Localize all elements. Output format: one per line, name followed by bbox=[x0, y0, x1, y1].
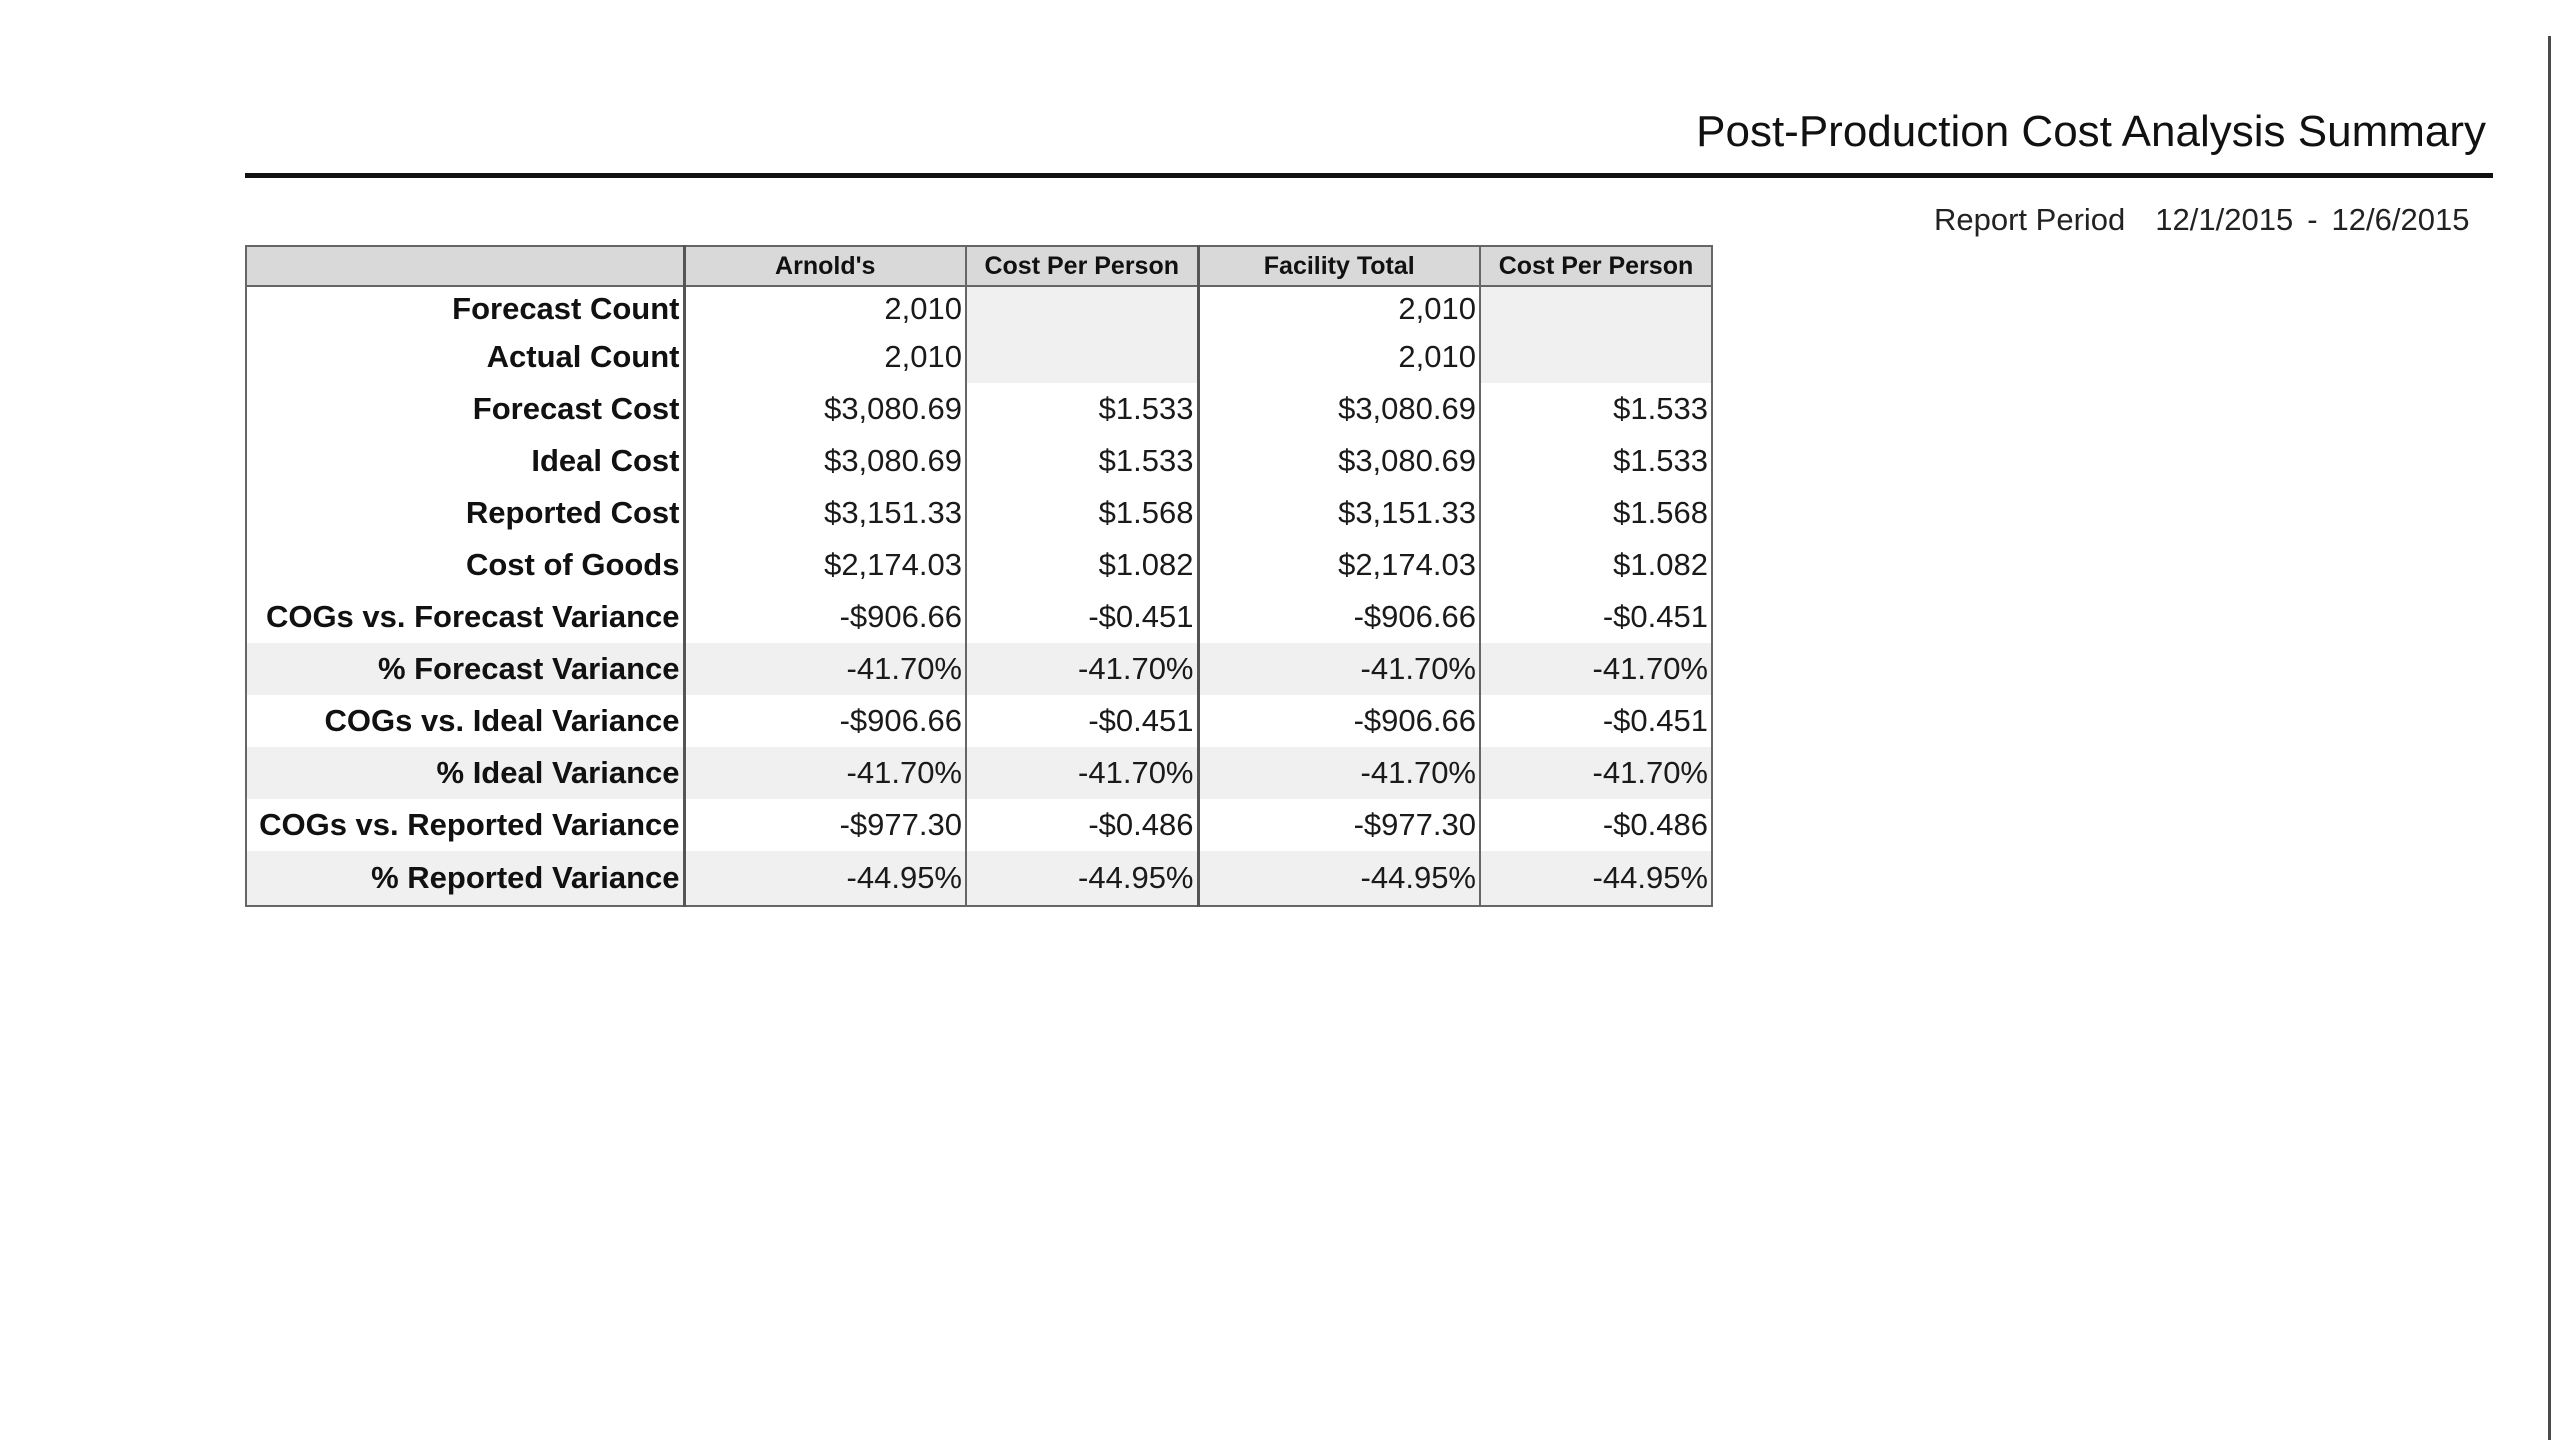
column-header-blank bbox=[245, 245, 686, 287]
table-cell: -$0.451 bbox=[1479, 695, 1713, 747]
table-row: Reported Cost $3,151.33 $1.568 $3,151.33… bbox=[245, 487, 1713, 539]
report-period-end: 12/6/2015 bbox=[2331, 202, 2470, 237]
page-edge-divider bbox=[2548, 36, 2551, 1440]
table-cell: $1.568 bbox=[965, 487, 1199, 539]
row-label: Ideal Cost bbox=[245, 435, 686, 487]
table-cell: -44.95% bbox=[965, 851, 1199, 906]
row-label: % Reported Variance bbox=[245, 851, 686, 906]
table-row: Ideal Cost $3,080.69 $1.533 $3,080.69 $1… bbox=[245, 435, 1713, 487]
table-row: Cost of Goods $2,174.03 $1.082 $2,174.03… bbox=[245, 539, 1713, 591]
table-cell bbox=[965, 286, 1199, 331]
row-label: COGs vs. Reported Variance bbox=[245, 799, 686, 851]
table-cell: $1.568 bbox=[1479, 487, 1713, 539]
table-cell bbox=[1479, 331, 1713, 383]
table-cell: $3,080.69 bbox=[683, 383, 967, 435]
column-header: Facility Total bbox=[1196, 245, 1481, 287]
table-cell: -44.95% bbox=[683, 851, 967, 906]
column-header: Cost Per Person bbox=[1479, 245, 1713, 287]
table-cell: -41.70% bbox=[683, 643, 967, 695]
table-cell: $1.533 bbox=[965, 383, 1199, 435]
table-row: COGs vs. Forecast Variance -$906.66 -$0.… bbox=[245, 591, 1713, 643]
table-cell: -$0.451 bbox=[965, 695, 1199, 747]
table-row: COGs vs. Reported Variance -$977.30 -$0.… bbox=[245, 799, 1713, 851]
row-label: % Ideal Variance bbox=[245, 747, 686, 799]
table-cell: -41.70% bbox=[965, 643, 1199, 695]
table-cell: $2,174.03 bbox=[1196, 539, 1481, 591]
row-label: COGs vs. Ideal Variance bbox=[245, 695, 686, 747]
report-period-label: Report Period bbox=[1934, 202, 2126, 237]
table-cell: -41.70% bbox=[965, 747, 1199, 799]
table-cell: $1.533 bbox=[1479, 383, 1713, 435]
table-cell: -$0.486 bbox=[1479, 799, 1713, 851]
column-header: Cost Per Person bbox=[965, 245, 1199, 287]
table-cell: $3,080.69 bbox=[1196, 435, 1481, 487]
table-cell: -$906.66 bbox=[1196, 695, 1481, 747]
table-cell: -$0.451 bbox=[965, 591, 1199, 643]
table-cell: $1.082 bbox=[965, 539, 1199, 591]
table-row: % Reported Variance -44.95% -44.95% -44.… bbox=[245, 851, 1713, 906]
table-cell: 2,010 bbox=[683, 286, 967, 331]
row-label: Actual Count bbox=[245, 331, 686, 383]
table-cell: -44.95% bbox=[1479, 851, 1713, 906]
table-row: Actual Count 2,010 2,010 bbox=[245, 331, 1713, 383]
table-cell: -41.70% bbox=[1196, 643, 1481, 695]
table-row: % Forecast Variance -41.70% -41.70% -41.… bbox=[245, 643, 1713, 695]
table-cell: $1.533 bbox=[965, 435, 1199, 487]
table-cell: $2,174.03 bbox=[683, 539, 967, 591]
table-cell: -44.95% bbox=[1196, 851, 1481, 906]
table-cell: 2,010 bbox=[1196, 331, 1481, 383]
row-label: % Forecast Variance bbox=[245, 643, 686, 695]
table-cell: -$0.451 bbox=[1479, 591, 1713, 643]
table-cell: $3,080.69 bbox=[1196, 383, 1481, 435]
table-cell: -41.70% bbox=[683, 747, 967, 799]
table-row: COGs vs. Ideal Variance -$906.66 -$0.451… bbox=[245, 695, 1713, 747]
table-row: % Ideal Variance -41.70% -41.70% -41.70%… bbox=[245, 747, 1713, 799]
table-cell: $1.533 bbox=[1479, 435, 1713, 487]
cost-summary-table: Arnold's Cost Per Person Facility Total … bbox=[245, 245, 1713, 907]
table-cell: -$906.66 bbox=[683, 695, 967, 747]
table-header-row: Arnold's Cost Per Person Facility Total … bbox=[245, 245, 1713, 287]
table-cell: 2,010 bbox=[1196, 286, 1481, 331]
table-cell: -$906.66 bbox=[683, 591, 967, 643]
row-label: COGs vs. Forecast Variance bbox=[245, 591, 686, 643]
table-row: Forecast Count 2,010 2,010 bbox=[245, 286, 1713, 331]
table-cell: -$906.66 bbox=[1196, 591, 1481, 643]
report-title: Post-Production Cost Analysis Summary bbox=[1696, 107, 2486, 156]
table-cell: -41.70% bbox=[1479, 643, 1713, 695]
table-cell: $1.082 bbox=[1479, 539, 1713, 591]
table-cell: 2,010 bbox=[683, 331, 967, 383]
table-cell: -41.70% bbox=[1196, 747, 1481, 799]
column-header: Arnold's bbox=[683, 245, 967, 287]
table-cell bbox=[1479, 286, 1713, 331]
title-rule bbox=[245, 173, 2493, 178]
table-cell: $3,080.69 bbox=[683, 435, 967, 487]
table-cell: -41.70% bbox=[1479, 747, 1713, 799]
report-period-start: 12/1/2015 bbox=[2155, 202, 2294, 237]
row-label: Reported Cost bbox=[245, 487, 686, 539]
report-period: Report Period 12/1/2015-12/6/2015 bbox=[1934, 204, 2469, 235]
row-label: Forecast Cost bbox=[245, 383, 686, 435]
row-label: Forecast Count bbox=[245, 286, 686, 331]
table-cell: -$0.486 bbox=[965, 799, 1199, 851]
table-cell: -$977.30 bbox=[683, 799, 967, 851]
table-cell bbox=[965, 331, 1199, 383]
table-cell: -$977.30 bbox=[1196, 799, 1481, 851]
table-cell: $3,151.33 bbox=[683, 487, 967, 539]
table-row: Forecast Cost $3,080.69 $1.533 $3,080.69… bbox=[245, 383, 1713, 435]
table-cell: $3,151.33 bbox=[1196, 487, 1481, 539]
row-label: Cost of Goods bbox=[245, 539, 686, 591]
report-period-separator: - bbox=[2307, 202, 2318, 237]
